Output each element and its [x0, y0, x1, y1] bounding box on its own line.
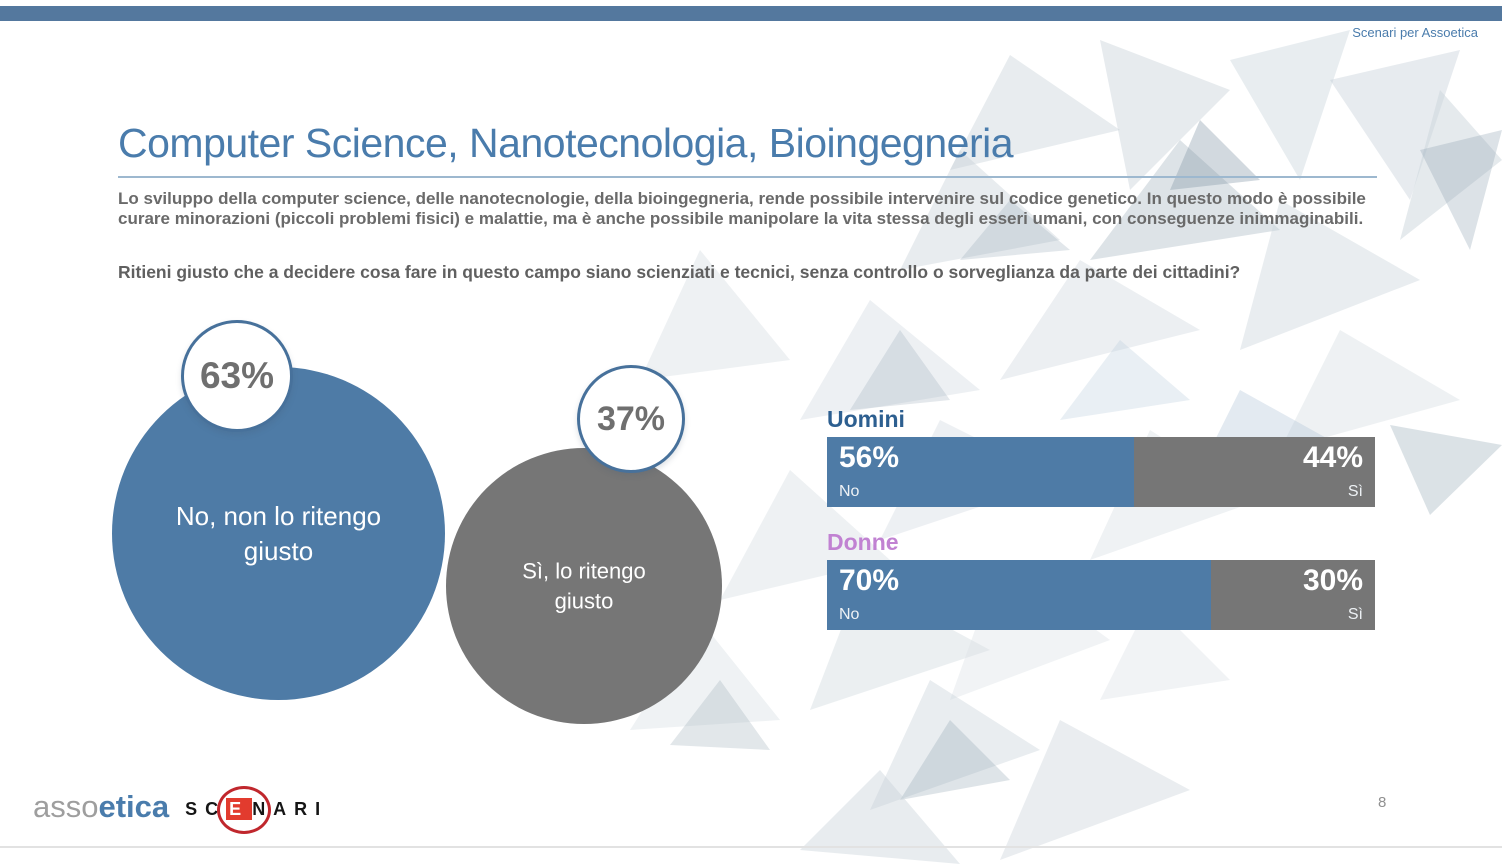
question-paragraph: Ritieni giusto che a decidere cosa fare … — [118, 262, 1241, 282]
bar-segment-si: 44% Sì — [1133, 437, 1375, 507]
bar-segment-si: 30% Sì — [1210, 560, 1375, 630]
logo-red-ring-icon — [217, 785, 272, 834]
bar-answer: Sì — [1347, 606, 1363, 623]
logo-text-asso: asso — [33, 789, 99, 824]
top-accent-bar — [0, 6, 1502, 21]
bottom-divider-line — [0, 846, 1502, 848]
bar-group-donne: Donne 70% No 30% Sì — [827, 529, 1375, 630]
stacked-bar-donne: 70% No 30% Sì — [827, 560, 1375, 630]
bubble-si-circle: Sì, lo ritengo giusto — [446, 448, 722, 724]
bubble-no-label: No, non lo ritengo giusto — [175, 500, 382, 566]
bar-value: 56% — [839, 441, 900, 474]
bar-segment-no: 70% No — [827, 560, 1211, 630]
bubble-si-label: Sì, lo ritengo giusto — [522, 558, 646, 613]
logo-text-scenari: SC E NARI — [185, 785, 328, 834]
bar-group-label-uomini: Uomini — [827, 406, 905, 432]
logo-scenari-pre: SC — [185, 798, 227, 819]
bar-value: 44% — [1302, 441, 1363, 474]
bar-answer: No — [839, 483, 860, 500]
bar-group-label-donne: Donne — [827, 529, 899, 555]
intro-paragraph: Lo sviluppo della computer science, dell… — [118, 189, 1366, 229]
bar-answer: Sì — [1347, 483, 1363, 500]
stacked-bar-uomini: 56% No 44% Sì — [827, 437, 1375, 507]
bubble-no-percent-badge: 63% — [181, 320, 293, 432]
assoetica-scenari-logo: asso etica SC E NARI — [33, 785, 328, 834]
bar-value: 70% — [839, 564, 900, 597]
bar-group-uomini: Uomini 56% No 44% Sì — [827, 406, 1375, 507]
bubble-no-circle: No, non lo ritengo giusto — [112, 367, 445, 700]
bar-value: 30% — [1302, 564, 1363, 597]
bar-segment-no: 56% No — [827, 437, 1134, 507]
page-number: 8 — [1378, 794, 1387, 811]
bubble-si-percent-badge: 37% — [577, 365, 685, 473]
header-note: Scenari per Assoetica — [1352, 25, 1478, 40]
logo-text-etica: etica — [98, 789, 170, 824]
bar-answer: No — [839, 606, 860, 623]
slide-title: Computer Science, Nanotecnologia, Bioing… — [118, 120, 1014, 166]
title-underline — [118, 176, 1377, 178]
